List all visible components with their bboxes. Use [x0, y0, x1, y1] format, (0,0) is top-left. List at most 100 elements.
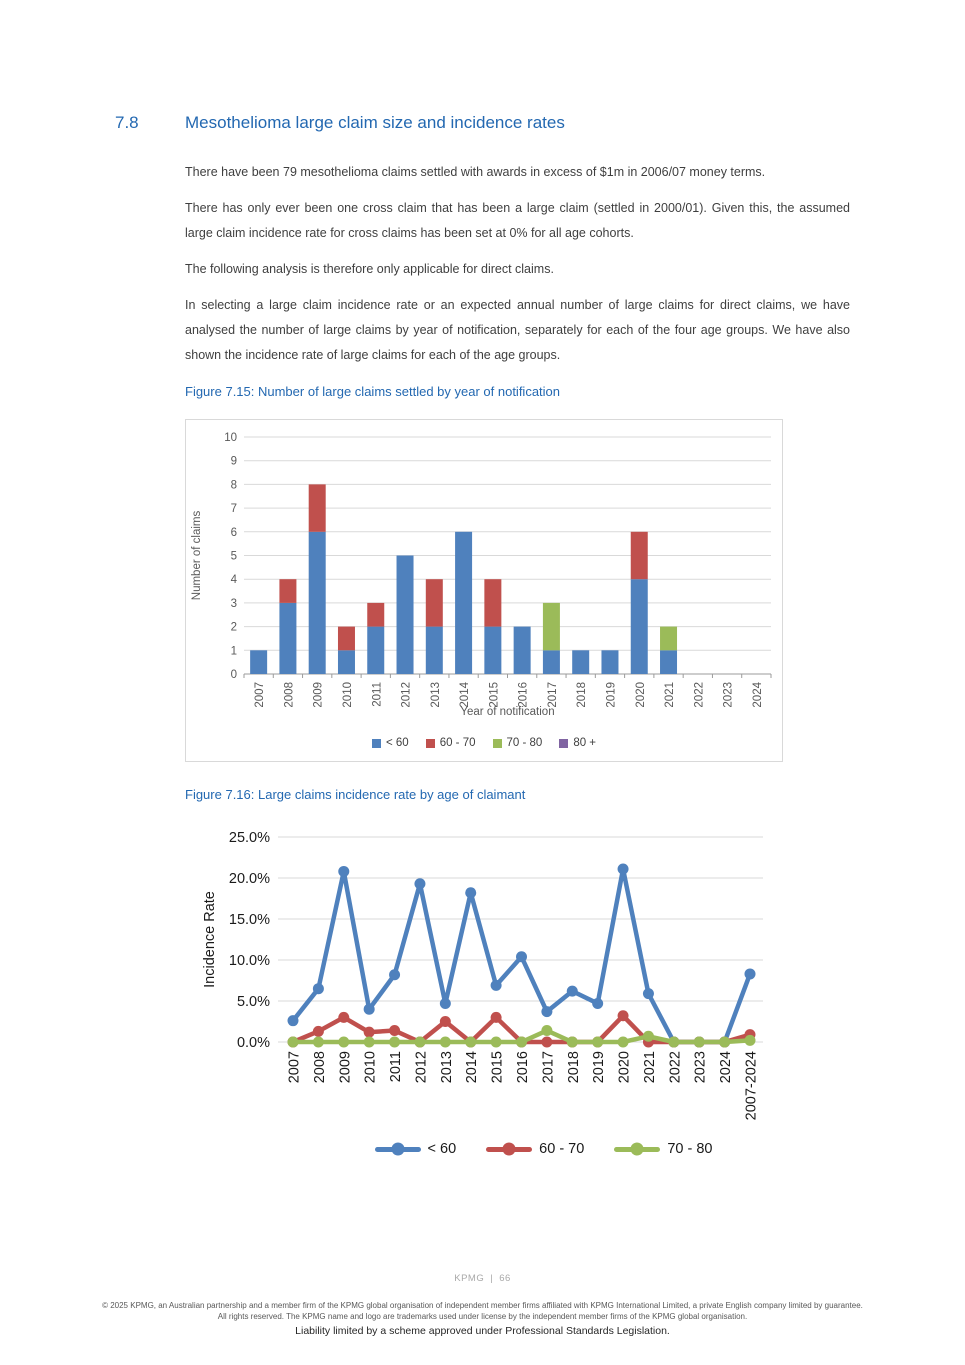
- data-point-marker: [744, 1034, 756, 1046]
- data-point-marker: [338, 1011, 350, 1023]
- x-tick-label: 2011: [371, 682, 383, 707]
- x-tick-label: 2022: [693, 682, 705, 708]
- data-point-marker: [312, 983, 324, 995]
- data-point-marker: [516, 1036, 527, 1048]
- data-point-marker: [363, 1026, 375, 1038]
- x-tick-label: 2016: [515, 1051, 531, 1083]
- x-tick-label: 2013: [430, 682, 442, 708]
- x-tick-label: 2015: [488, 682, 500, 708]
- bar-segment: [279, 579, 297, 603]
- x-tick-label: 2009: [313, 682, 325, 708]
- data-point-marker: [312, 1025, 324, 1037]
- x-tick-label: 2007-2024: [744, 1051, 760, 1120]
- bar-chart-legend: < 60 60 - 70 70 - 80 80 +: [186, 737, 782, 749]
- data-point-marker: [642, 1030, 654, 1042]
- x-tick-label: 2018: [576, 682, 588, 708]
- x-tick-label: 2013: [439, 1051, 455, 1083]
- y-tick-label: 5: [231, 551, 237, 563]
- data-point-marker: [287, 1015, 299, 1027]
- legend-line-marker-icon: [486, 1142, 533, 1156]
- line-chart: 0.0% 5.0% 10.0% 15.0% 20.0% 25.0% Incidence Ra…: [200, 822, 832, 1139]
- data-point-marker: [363, 1036, 375, 1048]
- legend-item: < 60: [374, 1141, 456, 1157]
- bar-segment: [660, 650, 678, 674]
- data-point-marker: [490, 1011, 502, 1023]
- line-chart-legend: < 60 60 - 70 70 - 80: [200, 1141, 832, 1157]
- x-tick-label: 2008: [283, 682, 295, 708]
- x-tick-label: 2016: [518, 682, 530, 708]
- footer-pagination: KPMG | 66: [0, 1273, 965, 1284]
- x-tick-label: 2008: [312, 1051, 328, 1083]
- legend-label: 70 - 80: [667, 1141, 713, 1157]
- x-tick-label: 2014: [464, 1051, 480, 1083]
- page-footer: KPMG | 66 © 2025 KPMG, an Australian partn…: [0, 1273, 965, 1337]
- data-point-marker: [389, 1025, 401, 1037]
- legend-item: 60 - 70: [425, 737, 476, 749]
- legend-line-marker-icon: [614, 1142, 661, 1156]
- x-tick-label: 2022: [667, 1051, 683, 1083]
- legend-swatch-icon: [371, 738, 381, 748]
- data-point-marker: [338, 865, 350, 877]
- x-tick-label: 2012: [401, 682, 413, 708]
- y-tick-label: 25.0%: [229, 830, 270, 846]
- data-point-marker: [490, 979, 502, 991]
- data-point-marker: [516, 951, 527, 963]
- y-tick-label: 0.0%: [237, 1035, 270, 1051]
- legend-swatch-icon: [425, 738, 435, 748]
- legend-item: 70 - 80: [492, 737, 543, 749]
- y-tick-label: 2: [231, 622, 237, 634]
- data-point-marker: [363, 1003, 375, 1015]
- x-tick-label: 2011: [388, 1051, 404, 1082]
- bar-segment: [484, 626, 502, 674]
- x-tick-label: 2017: [547, 682, 559, 708]
- x-tick-label: 2021: [664, 682, 676, 708]
- legend-label: 70 - 80: [506, 737, 543, 749]
- y-tick-label: 5.0%: [237, 994, 270, 1010]
- bar-segment: [572, 650, 590, 674]
- data-point-marker: [592, 997, 604, 1009]
- bar-segment: [367, 626, 385, 674]
- x-tick-label: 2019: [591, 1051, 607, 1083]
- y-tick-label: 10.0%: [229, 953, 270, 969]
- x-tick-label: 2020: [635, 682, 647, 708]
- x-tick-label: 2018: [566, 1051, 582, 1083]
- data-point-marker: [465, 887, 477, 899]
- data-point-marker: [414, 878, 426, 890]
- paragraph-3: The following analysis is therefore only…: [185, 262, 554, 276]
- legend-item: 60 - 70: [486, 1141, 584, 1157]
- x-axis-title: Year of notification: [460, 706, 554, 718]
- y-tick-label: 6: [231, 527, 237, 539]
- bar-segment: [308, 531, 326, 674]
- bar-segment: [601, 650, 619, 674]
- footer-liability: Liability limited by a scheme approved u…: [295, 1325, 670, 1337]
- y-tick-label: 10: [224, 432, 237, 444]
- legend-item: < 60: [371, 737, 409, 749]
- figure-7-15-caption: Figure 7.15: Number of large claims sett…: [185, 384, 561, 399]
- y-tick-label: 8: [231, 479, 237, 491]
- footer-brand: KPMG: [454, 1273, 485, 1284]
- bar-segment: [484, 579, 502, 627]
- figure-7-15-chart: 0 1 2 3 4 5 6 7 8 9 10 2007 2008 2009 2010 2011 2012 2013…: [185, 419, 783, 762]
- section-number: 7.8: [115, 113, 139, 132]
- x-tick-label: 2024: [752, 681, 764, 707]
- section-title: Mesothelioma large claim size and incide…: [185, 113, 565, 132]
- x-tick-label: 2010: [363, 1051, 379, 1083]
- bar-segment: [630, 579, 648, 674]
- data-point-marker: [719, 1036, 731, 1048]
- page-content: 7.8 Mesothelioma large claim size and in…: [115, 113, 850, 1157]
- data-point-marker: [541, 1006, 553, 1018]
- data-point-marker: [414, 1036, 426, 1048]
- data-point-marker: [389, 1036, 401, 1048]
- data-point-marker: [439, 1016, 451, 1027]
- x-tick-label: 2020: [617, 1051, 633, 1083]
- bar-segment: [455, 531, 473, 674]
- data-point-marker: [389, 969, 401, 981]
- paragraph-4: In selecting a large claim incidence rat…: [185, 298, 850, 362]
- x-tick-label: 2007: [287, 1051, 303, 1083]
- x-tick-label: 2015: [490, 1051, 506, 1083]
- legend-item: 80 +: [559, 737, 596, 749]
- x-tick-label: 2023: [723, 682, 735, 708]
- footer-page-number: 66: [499, 1273, 511, 1284]
- data-point-marker: [541, 1025, 553, 1037]
